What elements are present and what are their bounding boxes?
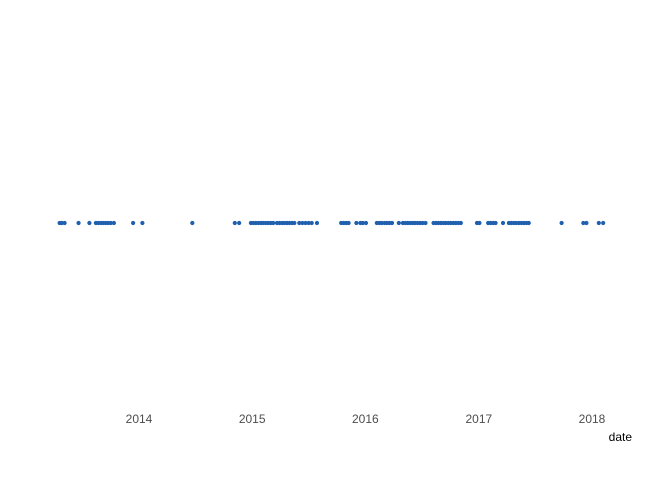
data-point — [111, 220, 116, 226]
data-point — [309, 220, 314, 226]
data-point — [581, 220, 586, 226]
data-point — [62, 220, 67, 226]
x-tick-label: 2018 — [579, 412, 606, 426]
x-tick-label: 2016 — [352, 412, 379, 426]
data-point — [76, 220, 81, 226]
data-point — [584, 220, 589, 226]
data-point — [477, 220, 482, 226]
data-point — [596, 220, 601, 226]
data-point — [500, 220, 506, 226]
data-point — [297, 220, 302, 226]
x-tick-label: 2014 — [126, 412, 153, 426]
data-point — [493, 220, 498, 226]
data-point — [237, 220, 242, 226]
data-point — [360, 220, 365, 226]
data-point — [363, 220, 369, 226]
data-point — [300, 220, 305, 226]
data-point — [526, 220, 531, 226]
data-point — [190, 220, 195, 226]
data-points — [57, 220, 606, 226]
data-point — [314, 220, 320, 226]
data-point — [396, 220, 401, 226]
data-point — [423, 220, 428, 226]
x-axis-tick-labels: 2014 2015 2016 2017 2018 — [126, 412, 606, 426]
data-point — [271, 220, 276, 226]
data-point — [232, 220, 237, 226]
data-point — [140, 220, 145, 226]
data-point — [131, 220, 136, 226]
x-tick-label: 2015 — [239, 412, 266, 426]
data-point — [601, 220, 606, 226]
data-point — [306, 220, 311, 226]
x-axis-title: date — [609, 430, 633, 444]
data-point — [303, 220, 308, 226]
data-point — [559, 220, 564, 226]
data-point — [346, 220, 351, 226]
data-point — [389, 220, 395, 226]
data-point — [458, 220, 463, 226]
data-point — [292, 220, 297, 226]
data-point — [108, 220, 113, 226]
x-tick-label: 2017 — [465, 412, 492, 426]
data-point — [354, 220, 359, 226]
data-point — [87, 220, 92, 226]
